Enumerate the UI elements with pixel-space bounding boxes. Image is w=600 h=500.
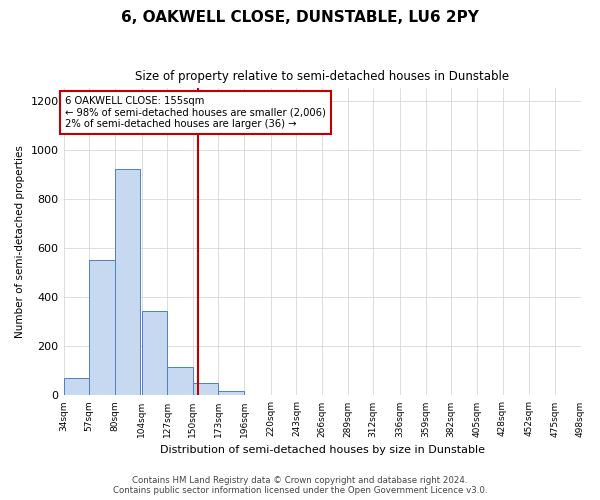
Bar (193, 383, 218, 396)
Text: 6, OAKWELL CLOSE, DUNSTABLE, LU6 2PY: 6, OAKWELL CLOSE, DUNSTABLE, LU6 2PY (121, 10, 479, 25)
Title: Size of property relative to semi-detached houses in Dunstable: Size of property relative to semi-detach… (135, 70, 509, 83)
Bar (115, 170, 140, 396)
X-axis label: Distribution of semi-detached houses by size in Dunstable: Distribution of semi-detached houses by … (160, 445, 485, 455)
Bar (142, 310, 167, 396)
Bar (167, 367, 193, 396)
Text: 6 OAKWELL CLOSE: 155sqm
← 98% of semi-detached houses are smaller (2,006)
2% of : 6 OAKWELL CLOSE: 155sqm ← 98% of semi-de… (65, 96, 326, 129)
Bar (64, 378, 89, 396)
Y-axis label: Number of semi-detached properties: Number of semi-detached properties (15, 146, 25, 338)
Bar (89, 260, 115, 396)
Text: Contains HM Land Registry data © Crown copyright and database right 2024.
Contai: Contains HM Land Registry data © Crown c… (113, 476, 487, 495)
Bar (218, 390, 244, 396)
